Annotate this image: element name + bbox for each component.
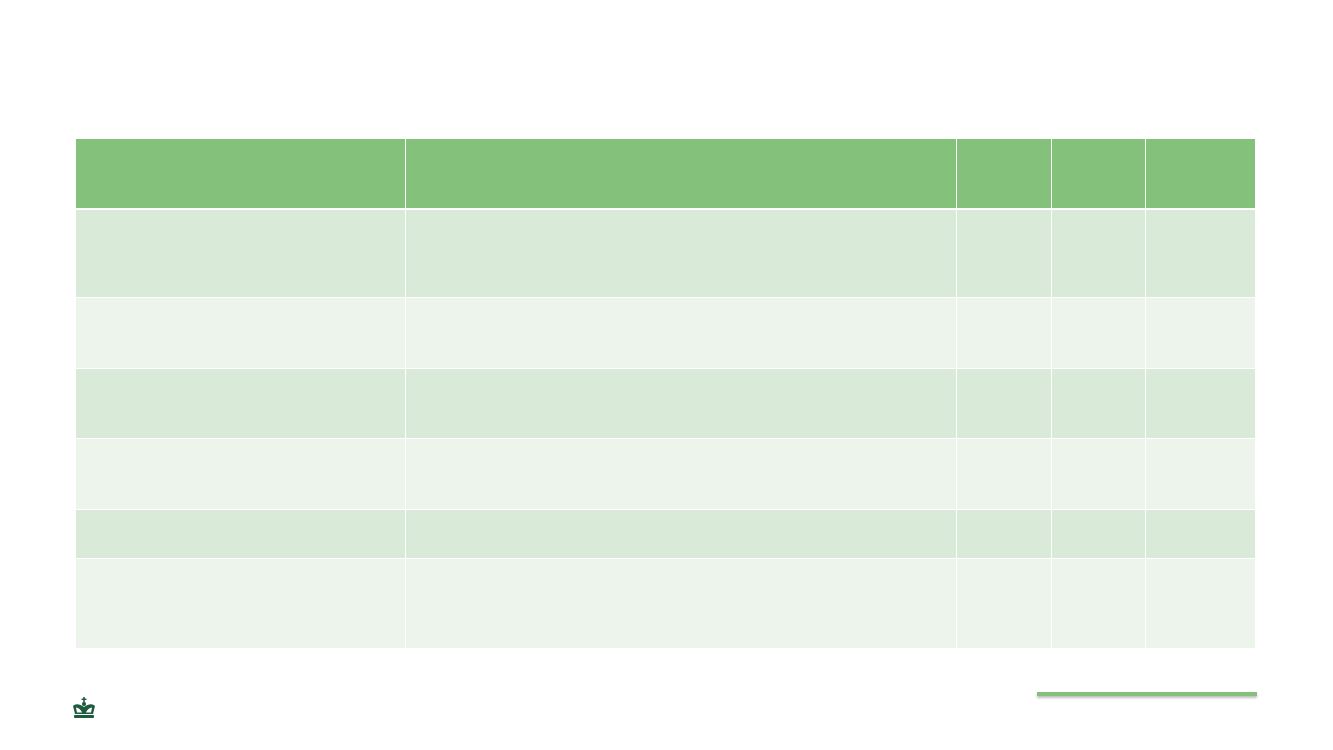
table-cell bbox=[76, 369, 405, 438]
table-cell bbox=[406, 510, 956, 558]
header-cell bbox=[76, 139, 405, 208]
table-cell bbox=[957, 298, 1051, 368]
table-cell bbox=[76, 298, 405, 368]
table-cell bbox=[1146, 369, 1255, 438]
table-cell bbox=[1052, 369, 1145, 438]
table-cell bbox=[1146, 559, 1255, 648]
table-cell bbox=[1146, 510, 1255, 558]
table-cell bbox=[1052, 439, 1145, 509]
table-cell bbox=[406, 298, 956, 368]
table-cell bbox=[1146, 439, 1255, 509]
table-cell bbox=[1052, 510, 1145, 558]
table-cell bbox=[76, 439, 405, 509]
table-cell bbox=[957, 369, 1051, 438]
accent-line bbox=[1037, 692, 1257, 696]
table-cell bbox=[957, 210, 1051, 297]
table-cell bbox=[1052, 298, 1145, 368]
table-cell bbox=[957, 439, 1051, 509]
table-cell bbox=[406, 559, 956, 648]
crown-logo bbox=[73, 697, 95, 718]
table-cell bbox=[76, 510, 405, 558]
table-cell bbox=[1052, 559, 1145, 648]
header-cell bbox=[1146, 139, 1255, 208]
table-cell bbox=[957, 559, 1051, 648]
table-cell bbox=[957, 510, 1051, 558]
table-cell bbox=[406, 210, 956, 297]
table-cell bbox=[406, 439, 956, 509]
header-cell bbox=[957, 139, 1051, 208]
table-cell bbox=[1146, 298, 1255, 368]
table-cell bbox=[1052, 210, 1145, 297]
table-cell bbox=[76, 559, 405, 648]
table-cell bbox=[76, 210, 405, 297]
table-cell bbox=[406, 369, 956, 438]
header-cell bbox=[406, 139, 956, 208]
header-cell bbox=[1052, 139, 1145, 208]
table-cell bbox=[1146, 210, 1255, 297]
